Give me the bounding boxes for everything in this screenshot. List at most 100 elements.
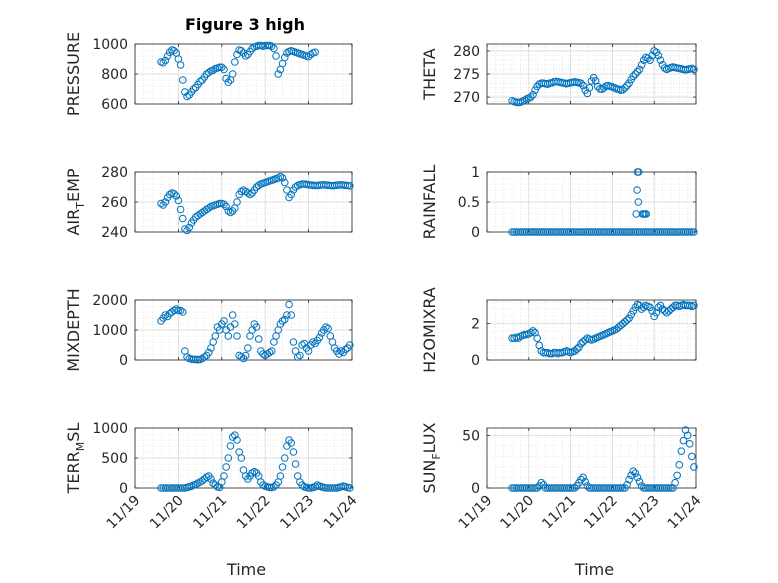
data-point <box>637 60 646 69</box>
data-point <box>181 225 189 233</box>
data-point <box>625 475 633 484</box>
data-point <box>568 484 577 492</box>
data-point <box>224 207 233 215</box>
data-point <box>298 481 306 489</box>
data-point <box>635 65 644 74</box>
data-point <box>204 68 213 77</box>
panel-sun-ylabel: SUNFLUX <box>420 422 443 493</box>
data-point <box>573 345 581 353</box>
y-tick-label: 2000 <box>92 293 128 309</box>
data-point <box>278 463 287 471</box>
data-point <box>220 472 228 480</box>
y-tick-label: 1000 <box>92 37 128 53</box>
data-point <box>341 181 350 190</box>
data-point <box>228 311 237 319</box>
x-tick-label: 11/23 <box>277 493 317 533</box>
data-point <box>675 461 684 469</box>
y-tick-label: 280 <box>101 165 128 181</box>
data-point <box>690 228 698 236</box>
data-point <box>222 463 230 471</box>
data-point <box>529 90 537 99</box>
data-point <box>220 65 228 74</box>
data-point <box>341 345 350 354</box>
data-point <box>324 324 332 333</box>
data-point <box>222 74 230 83</box>
y-tick-label: 0 <box>471 353 480 369</box>
data-point <box>646 56 654 64</box>
data-point <box>625 314 633 322</box>
data-point <box>178 308 187 316</box>
data-point <box>241 52 250 60</box>
data-point <box>293 353 302 361</box>
panel-pressure: 600 800 1000 PRESSURE <box>64 32 353 116</box>
data-point <box>267 42 276 51</box>
panel-mixdepth: 0 1000 2000 MIXDEPTH <box>64 288 354 372</box>
data-point <box>665 484 673 492</box>
panel-air-ylabel: AIRTEMP <box>64 168 87 235</box>
data-point <box>673 471 681 480</box>
y-tick-label: 275 <box>453 67 480 83</box>
data-point <box>204 204 213 212</box>
data-point <box>291 183 300 191</box>
panel-terr-ylabel: TERRMSL <box>64 423 87 495</box>
data-point <box>211 332 220 340</box>
data-point <box>276 172 285 181</box>
data-point <box>650 312 659 321</box>
data-point <box>667 484 675 492</box>
data-point <box>204 348 213 357</box>
data-point <box>233 332 241 340</box>
data-point <box>646 303 654 312</box>
data-point <box>278 317 287 325</box>
data-point <box>527 328 535 337</box>
x-tick-label: 11/24 <box>321 492 361 532</box>
panel-rainfall: 0 0.5 1 RAINFALL <box>420 165 698 241</box>
data-point <box>296 351 304 360</box>
data-point <box>174 306 183 315</box>
data-point <box>634 168 643 176</box>
data-point <box>635 477 644 486</box>
y-tick-label: 0.5 <box>458 195 480 211</box>
panel-terr-xlabel: Time <box>226 560 266 579</box>
data-point <box>231 58 239 66</box>
data-point <box>527 93 535 101</box>
panel-sun-xlabel: Time <box>574 560 614 579</box>
x-tick-label: 11/22 <box>234 493 274 533</box>
data-point <box>575 343 583 352</box>
data-point <box>306 50 315 59</box>
data-point <box>246 190 254 199</box>
data-point <box>621 84 629 92</box>
data-point <box>196 77 204 86</box>
panel-h2omixra-ylabel: H2OMIXRA <box>420 287 439 373</box>
data-point <box>228 70 237 78</box>
y-tick-label: 2 <box>471 317 480 333</box>
panel-sun-axes-box <box>486 427 697 489</box>
data-point <box>533 484 541 492</box>
x-tick-label: 11/20 <box>497 493 537 533</box>
data-point <box>161 311 170 319</box>
data-point <box>265 483 274 492</box>
y-tick-label: 500 <box>101 451 128 467</box>
y-tick-label: 0 <box>471 225 480 241</box>
data-point <box>280 315 289 324</box>
data-point <box>215 199 224 208</box>
data-point <box>263 41 272 50</box>
data-point <box>226 208 235 217</box>
data-point <box>254 181 263 190</box>
data-point <box>346 484 354 492</box>
data-point <box>218 63 226 72</box>
data-point <box>669 484 677 492</box>
data-point <box>220 200 228 209</box>
data-point <box>287 190 296 199</box>
data-point <box>529 327 537 335</box>
data-point <box>633 67 642 76</box>
data-point <box>231 431 239 440</box>
data-point <box>671 478 679 487</box>
data-point <box>656 56 665 64</box>
data-point <box>178 214 187 223</box>
data-point <box>690 65 698 74</box>
x-tick-label: 11/21 <box>539 493 579 533</box>
data-point <box>237 46 246 55</box>
data-point <box>577 79 585 88</box>
data-point <box>623 81 631 90</box>
